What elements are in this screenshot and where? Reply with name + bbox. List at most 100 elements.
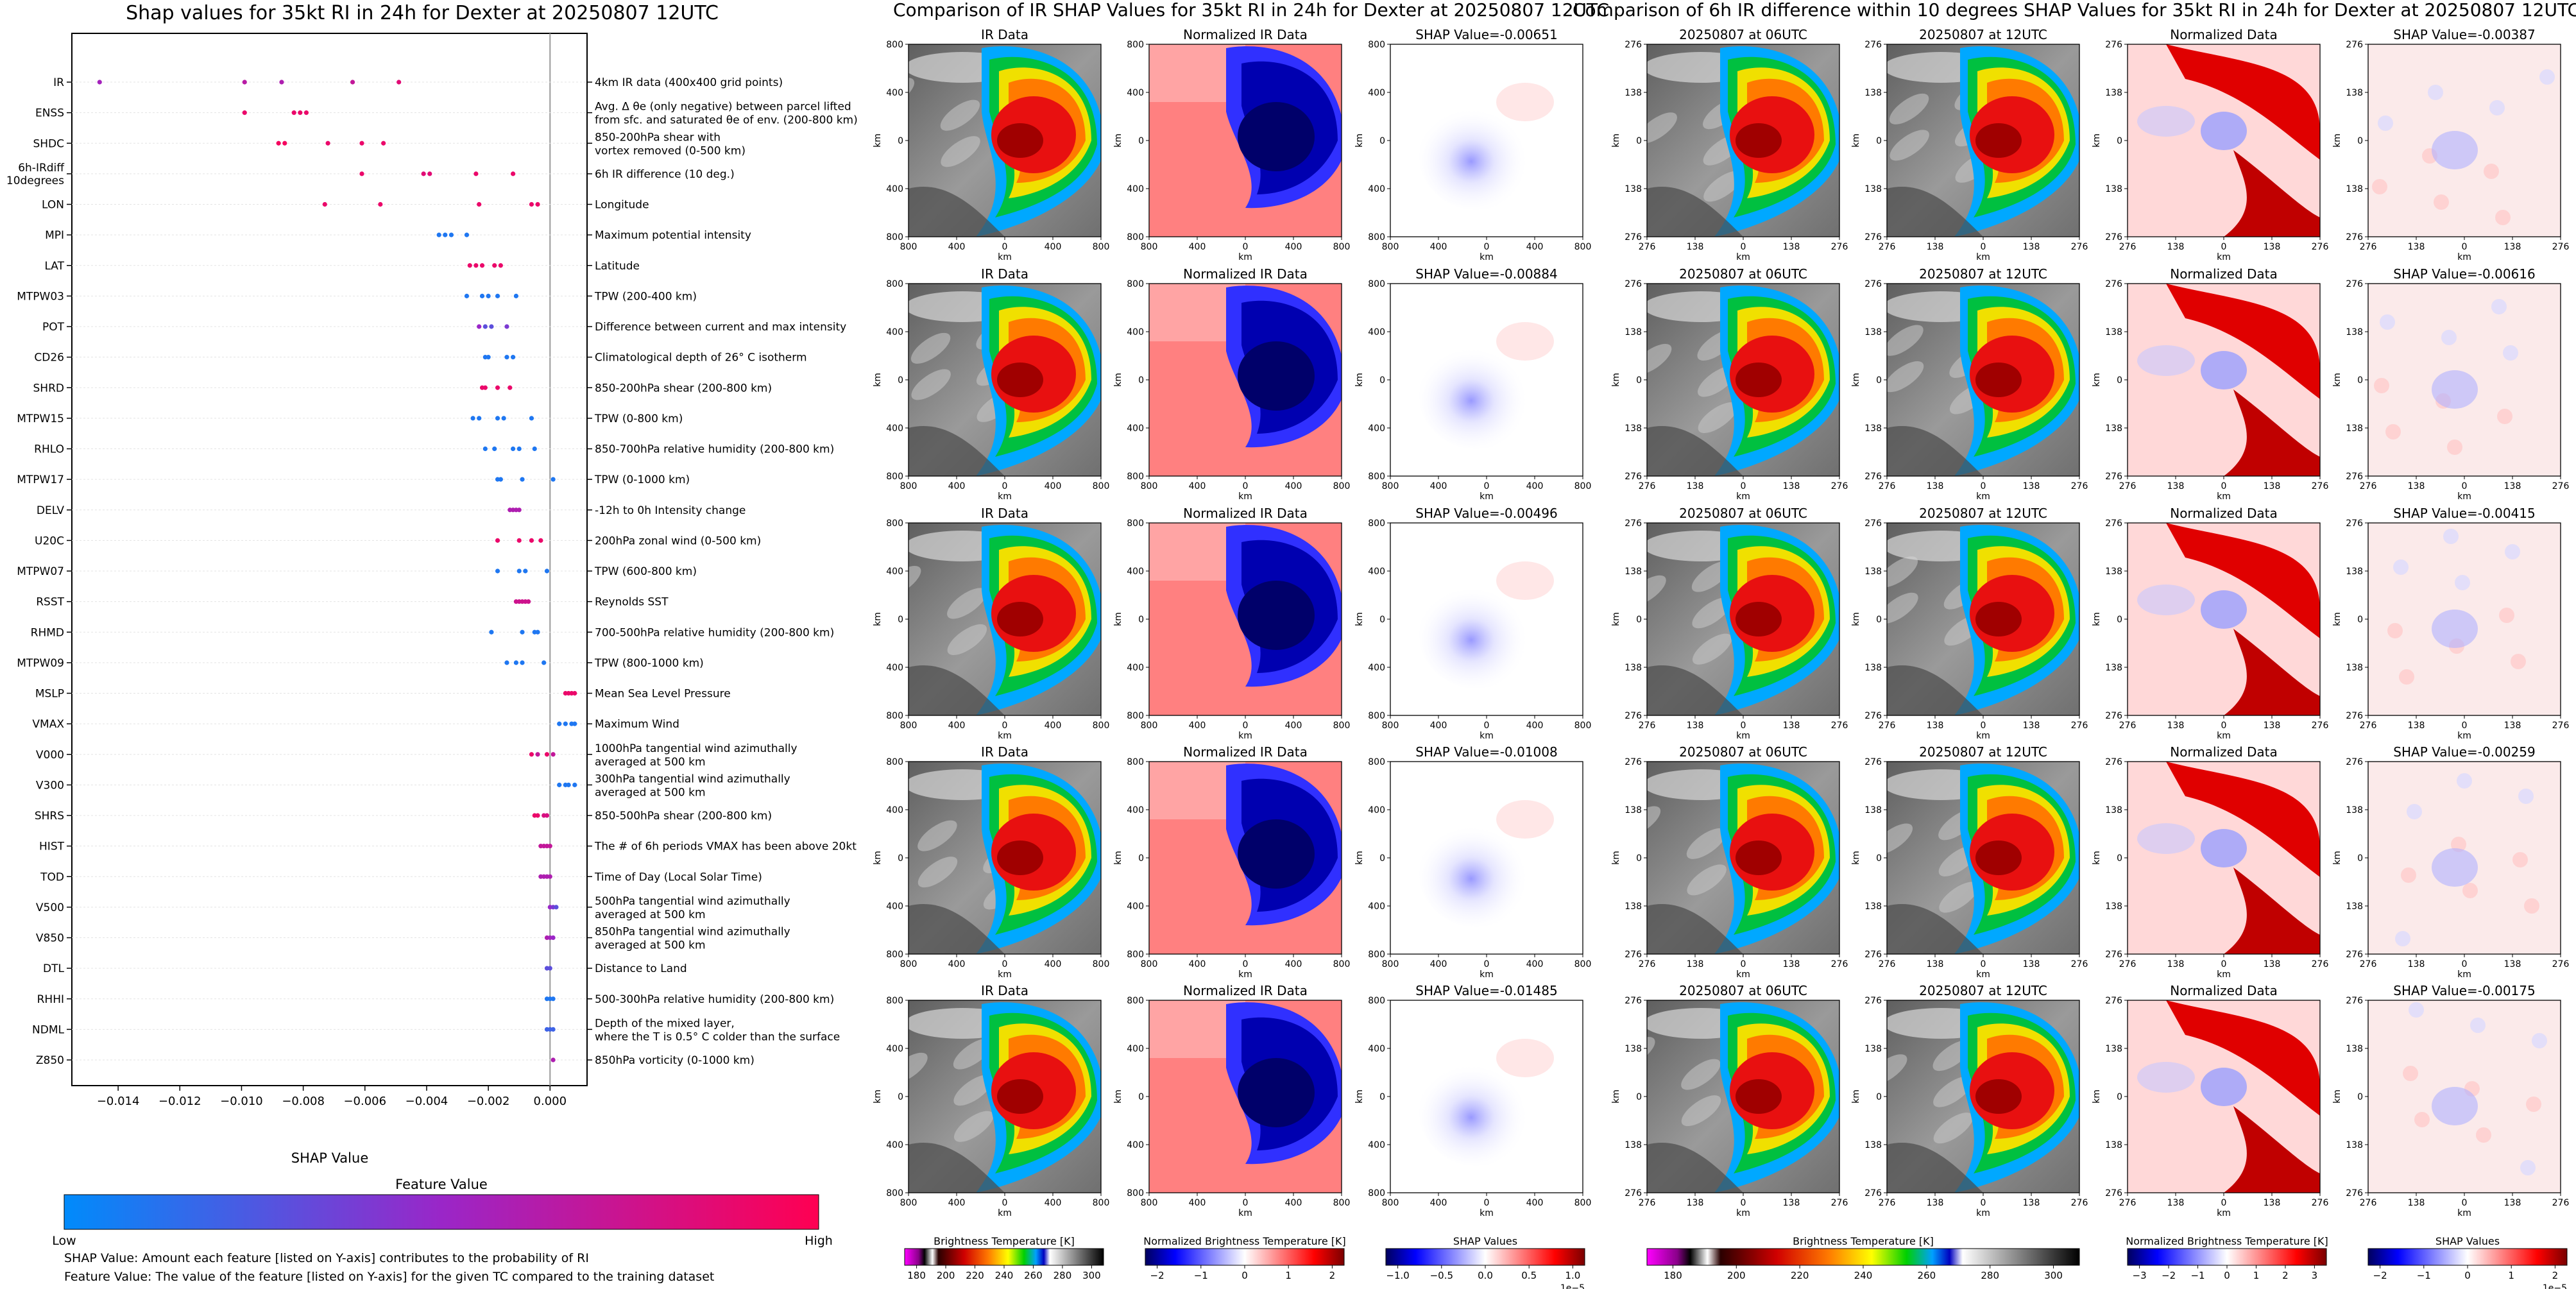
tile-y-tick-label: 0 — [1876, 375, 1882, 386]
tile-y-tick-label: 138 — [2346, 184, 2363, 194]
tile-x-tick-label: 400 — [1526, 959, 1544, 969]
tile-title: Normalized IR Data — [1183, 27, 1308, 42]
irdiff-comparison-title: Comparison of 6h IR difference within 10… — [1573, 0, 2576, 21]
ir-comparison-title: Comparison of IR SHAP Values for 35kt RI… — [893, 0, 1609, 21]
tile-y-tick-label: 800 — [886, 950, 903, 960]
shap-point — [529, 201, 534, 207]
tile-title: SHAP Value=-0.00616 — [2393, 266, 2535, 282]
feature-row: SHRD 850-200hPa shear (200-800 km) — [33, 382, 772, 395]
shap-point — [542, 660, 547, 665]
tile-y-tick-label: 800 — [886, 1188, 903, 1199]
tile-y-tick-label: 138 — [1864, 663, 1882, 673]
tile-y-axis-label: km — [1611, 133, 1621, 148]
tile-y-tick-label: 400 — [1127, 327, 1144, 337]
tile-x-axis-label: km — [1480, 1208, 1494, 1218]
feature-row: SHDC 850-200hPa shear with vortex removed … — [33, 131, 746, 157]
tile-x-tick-label: 800 — [1141, 721, 1158, 731]
tile-y-tick-label: 138 — [1864, 567, 1882, 577]
tile-y-tick-label: 276 — [1864, 40, 1882, 50]
tile-y-tick-label: 400 — [1127, 567, 1144, 577]
shap-point — [554, 905, 559, 910]
tile-title: SHAP Value=-0.00415 — [2393, 506, 2535, 521]
irdiff-tile: 20250807 at 06UTC27627613813800138138276… — [1611, 506, 1848, 741]
tile-x-tick-label: 400 — [1045, 481, 1062, 491]
shap-point — [544, 752, 550, 757]
tile-y-tick-label: 276 — [1625, 757, 1642, 767]
tile-y-tick-label: 400 — [1368, 1140, 1385, 1150]
tile-x-tick-label: 0 — [2221, 481, 2227, 491]
shap-point — [473, 171, 479, 176]
shap-point — [279, 80, 284, 85]
x-tick-label: −0.012 — [158, 1095, 201, 1108]
shap-point — [473, 263, 479, 268]
tile-y-tick-label: 0 — [1138, 1092, 1144, 1102]
ir-tile: Normalized IR Data8008004004000040040080… — [1113, 27, 1350, 262]
feature-name-label: MTPW09 — [17, 657, 64, 670]
tile-y-tick-label: 800 — [1127, 40, 1144, 50]
shap-point — [325, 141, 330, 146]
tile-x-tick-label: 138 — [2264, 481, 2281, 491]
tile-x-tick-label: 138 — [1687, 481, 1704, 491]
tile-x-tick-label: 138 — [1687, 1198, 1704, 1208]
shap-point — [529, 416, 534, 421]
tile-x-axis-label: km — [998, 491, 1012, 502]
feature-description-label: 6h IR difference (10 deg.) — [595, 168, 735, 181]
tile-y-tick-label: 276 — [2346, 279, 2363, 289]
feature-row: DTL Distance to Land — [43, 962, 687, 975]
shap-point — [520, 629, 525, 635]
tile-x-tick-label: 276 — [2119, 959, 2137, 969]
tile-x-axis-label: km — [2457, 491, 2471, 502]
tile-title: SHAP Value=-0.00884 — [1415, 266, 1557, 282]
tile-x-tick-label: 400 — [1430, 721, 1447, 731]
tile-x-tick-label: 400 — [1045, 242, 1062, 252]
tile-x-tick-label: 400 — [1045, 959, 1062, 969]
tile-x-axis-label: km — [2457, 969, 2471, 980]
irdiff-tile: 20250807 at 12UTC27627613813800138138276… — [1851, 506, 2088, 741]
tile-x-tick-label: 0 — [1243, 721, 1249, 731]
colorbar-label: SHAP Values — [2435, 1235, 2500, 1247]
tile-x-tick-label: 138 — [1783, 959, 1800, 969]
tile-y-tick-label: 0 — [1876, 615, 1882, 625]
shap-point — [508, 385, 513, 390]
shap-point — [381, 141, 386, 146]
feature-row: DELV -12h to 0h Intensity change — [37, 504, 746, 517]
feature-description-label: 700-500hPa relative humidity (200-800 km… — [595, 626, 834, 639]
feature-row: V850 850hPa tangential wind azimuthally av… — [36, 926, 790, 952]
shap-point — [520, 477, 525, 482]
shap-point — [427, 171, 432, 176]
tile-x-tick-label: 0 — [1002, 959, 1008, 969]
tile-title: 20250807 at 12UTC — [1919, 506, 2047, 521]
tile-title: IR Data — [981, 506, 1028, 521]
shap-point — [397, 80, 402, 85]
feature-row: IR 4km IR data (400x400 grid points) — [53, 76, 783, 89]
tile-x-tick-label: 276 — [2071, 481, 2088, 491]
tile-title: SHAP Value=-0.01008 — [1415, 744, 1557, 760]
tile-x-tick-label: 800 — [1574, 721, 1592, 731]
tile-y-tick-label: 800 — [1368, 711, 1385, 721]
tile-title: 20250807 at 06UTC — [1679, 983, 1807, 998]
tile-x-axis-label: km — [1238, 252, 1252, 262]
tile-y-tick-label: 0 — [2357, 853, 2363, 864]
tile-y-tick-label: 0 — [2357, 375, 2363, 386]
tile-x-tick-label: 138 — [2023, 242, 2040, 252]
tile-x-tick-label: 0 — [1484, 242, 1490, 252]
shap-point — [464, 232, 470, 237]
tile-x-tick-label: 138 — [2504, 721, 2521, 731]
tile-x-tick-label: 276 — [2360, 242, 2377, 252]
tile-y-tick-label: 400 — [886, 423, 903, 434]
tile-x-axis-label: km — [1736, 491, 1750, 502]
tile-y-tick-label: 0 — [1138, 136, 1144, 146]
tile-x-tick-label: 400 — [1430, 242, 1447, 252]
shap-point — [242, 110, 247, 115]
tile-x-axis-label: km — [2217, 491, 2231, 502]
tile-y-tick-label: 0 — [898, 136, 903, 146]
colorbar-tick-label: 1 — [2253, 1270, 2260, 1281]
tile-x-tick-label: 800 — [900, 959, 917, 969]
tile-x-tick-label: 276 — [1639, 1198, 1656, 1208]
tile-y-tick-label: 138 — [2346, 901, 2363, 912]
shap-point — [467, 263, 472, 268]
tile-y-tick-label: 800 — [886, 757, 903, 767]
shap-point — [513, 660, 519, 665]
colorbar-gradient — [1385, 1248, 1585, 1266]
feature-name-label: V300 — [36, 779, 64, 792]
